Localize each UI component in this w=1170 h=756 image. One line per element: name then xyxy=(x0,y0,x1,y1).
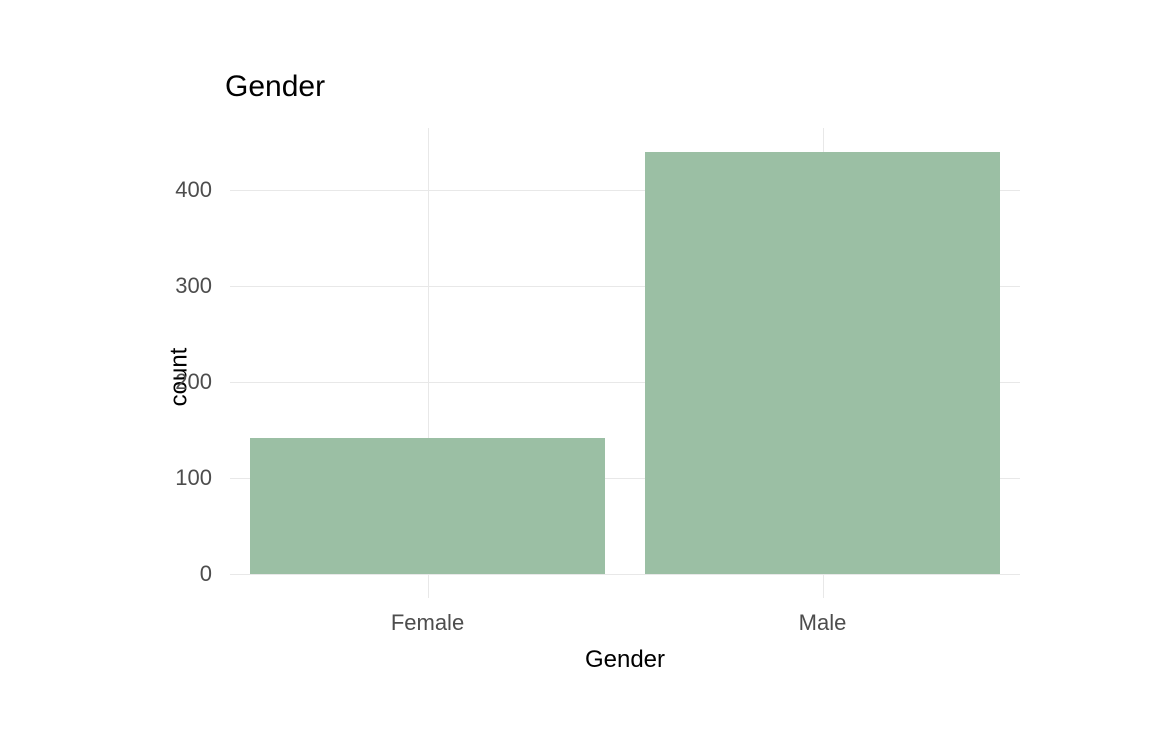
y-tick-label: 0 xyxy=(92,561,212,587)
x-tick-label: Male xyxy=(799,610,847,636)
bar xyxy=(645,152,1001,574)
bar xyxy=(250,438,606,574)
y-tick-label: 200 xyxy=(92,369,212,395)
y-tick-label: 400 xyxy=(92,177,212,203)
chart-title: Gender xyxy=(225,70,325,104)
gridline-horizontal xyxy=(230,574,1020,575)
gender-bar-chart: Gender count Gender 0100200300400FemaleM… xyxy=(130,40,1050,700)
x-tick-label: Female xyxy=(391,610,464,636)
x-axis-title: Gender xyxy=(585,646,665,674)
y-tick-label: 100 xyxy=(92,465,212,491)
y-tick-label: 300 xyxy=(92,273,212,299)
plot-area xyxy=(230,128,1020,598)
